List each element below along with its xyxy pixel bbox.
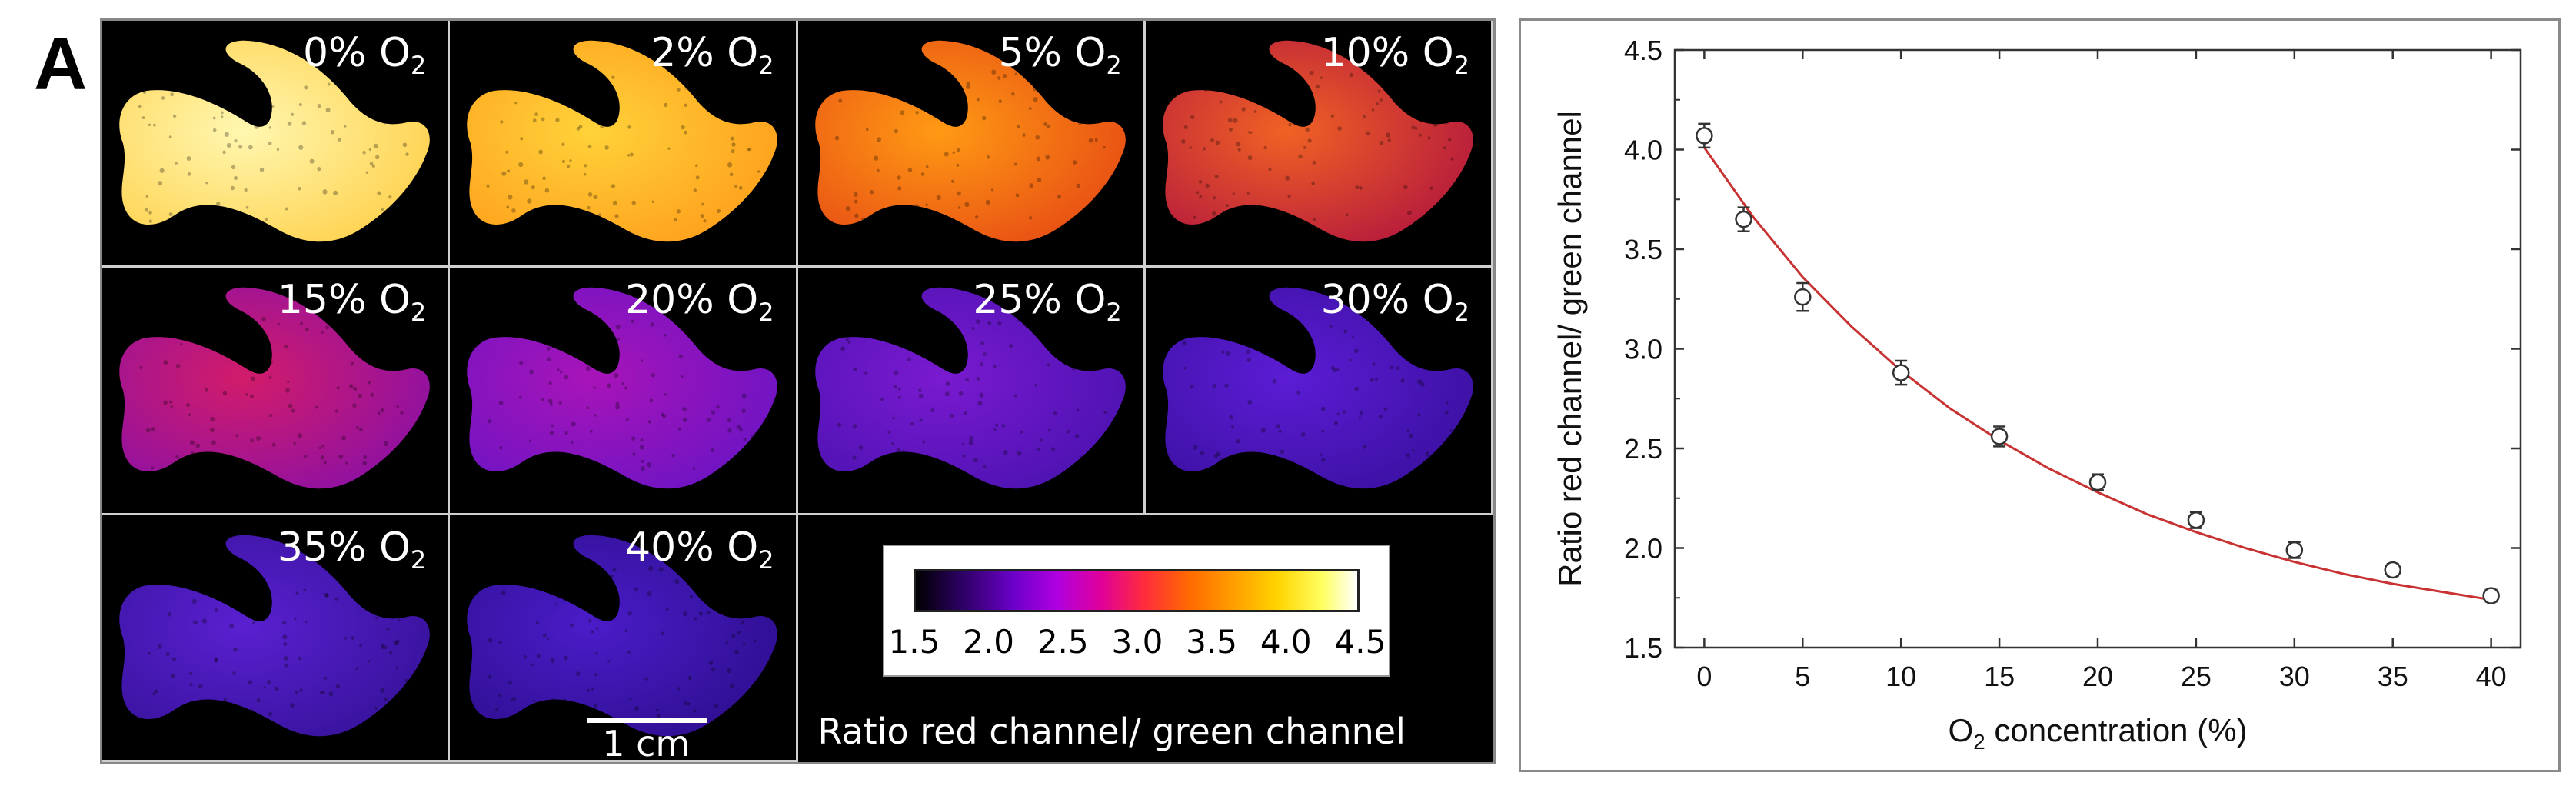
oxygen-tile: 10% O2 [1145, 21, 1493, 268]
y-tick-label: 2.0 [1624, 533, 1662, 565]
coral-image [467, 288, 778, 489]
x-tick-label: 30 [2279, 661, 2310, 692]
coral-shape [467, 535, 778, 736]
data-point [1735, 210, 1752, 228]
coral-shape [119, 535, 430, 736]
y-tick-label: 3.5 [1624, 234, 1662, 265]
oxygen-tile: 15% O2 [102, 268, 451, 515]
panel-b-chart: 1.5 2.0 2.5 3.0 3.5 4.0 4.5 0 5 10 15 20 25 30 35 40 O2 … [1519, 18, 2561, 772]
panel-a-letter: A [34, 23, 88, 105]
colorbar-tick-label: 3.5 [1186, 622, 1237, 661]
x-tick-label: 10 [1885, 661, 1916, 692]
data-point [2088, 473, 2107, 491]
coral-image [467, 40, 778, 242]
data-point [2384, 561, 2401, 579]
colorbar-gradient [913, 568, 1360, 612]
x-tick-label: 15 [1984, 661, 2015, 692]
coral-shape [467, 40, 778, 242]
x-tick-label: 40 [2476, 661, 2507, 692]
coral-shape [119, 40, 430, 242]
y-axis-label: Ratio red channel/ green channel [1552, 111, 1588, 587]
x-tick-label: 5 [1795, 661, 1810, 692]
coral-shape [814, 40, 1126, 242]
coral-image [467, 535, 778, 736]
y-tick-label: 3.0 [1624, 334, 1662, 365]
fit-curve [1703, 147, 2491, 601]
colorbar-legend: 1.5 2.0 2.5 3.0 3.5 4.0 4.5 [882, 544, 1390, 677]
oxygen-tile: 30% O2 [1145, 268, 1493, 515]
coral-shape [119, 288, 430, 489]
coral-shape [814, 288, 1126, 489]
data-point [1990, 428, 2009, 445]
oxygen-tile: 35% O2 [102, 515, 451, 762]
colorbar-tick-label: 4.5 [1334, 622, 1386, 661]
colorbar-tick-label: 2.5 [1037, 622, 1089, 661]
panel-a-image-grid: 0% O2 2% O2 5% O2 10% O2 15% O2 20% O2 25% O2 3… [100, 18, 1496, 764]
data-point [2285, 541, 2304, 559]
scale-bar-label: 1 cm [602, 722, 691, 764]
oxygen-tile: 2% O2 [450, 21, 798, 268]
oxygen-tile: 20% O2 [450, 268, 798, 515]
coral-image [119, 535, 430, 736]
oxygen-tile-label: 5% O2 [998, 30, 1122, 80]
oxygen-tile-label: 10% O2 [1320, 30, 1469, 80]
data-point [1696, 127, 1713, 145]
y-tick-label: 4.5 [1624, 35, 1662, 66]
coral-image [119, 40, 430, 242]
y-tick-label: 2.5 [1624, 433, 1662, 465]
oxygen-tile-label: 30% O2 [1320, 277, 1469, 328]
oxygen-tile: 25% O2 [797, 268, 1146, 515]
data-point [1892, 364, 1910, 381]
coral-image [1163, 288, 1473, 489]
colorbar-tick-label: 4.0 [1260, 622, 1312, 661]
coral-image [814, 40, 1126, 242]
oxygen-tile-label: 25% O2 [973, 277, 1122, 328]
x-tick-label: 35 [2378, 661, 2408, 692]
data-point [1794, 288, 1812, 306]
oxygen-tile: 5% O2 [797, 21, 1146, 268]
x-tick-label: 25 [2181, 661, 2212, 692]
coral-image [1163, 40, 1473, 242]
oxygen-tile-label: 0% O2 [302, 30, 427, 80]
colorbar-tick-label: 1.5 [888, 622, 940, 661]
scale-bar [587, 718, 707, 723]
data-point [2482, 587, 2500, 604]
colorbar-tick-label: 3.0 [1111, 622, 1163, 661]
oxygen-tile-label: 2% O2 [651, 30, 774, 80]
plot-frame [1673, 48, 2522, 649]
coral-shape [467, 288, 778, 489]
oxygen-tile-label: 15% O2 [277, 277, 427, 328]
x-tick-label: 20 [2082, 661, 2113, 692]
oxygen-tile-label: 20% O2 [625, 277, 774, 328]
coral-image [814, 288, 1126, 489]
coral-shape [1163, 40, 1473, 242]
oxygen-tile: 0% O2 [102, 21, 451, 268]
coral-shape [1163, 288, 1473, 489]
data-point [2187, 511, 2205, 529]
colorbar-caption: Ratio red channel/ green channel [817, 710, 1406, 752]
colorbar-tick-label: 2.0 [963, 622, 1014, 661]
y-tick-label: 1.5 [1624, 632, 1662, 664]
oxygen-tile-label: 35% O2 [277, 524, 427, 575]
x-axis-label: O2 concentration (%) [1948, 712, 2247, 754]
y-tick-label: 4.0 [1624, 135, 1662, 166]
x-tick-label: 0 [1696, 661, 1712, 692]
ratio-vs-oxygen-chart: 1.5 2.0 2.5 3.0 3.5 4.0 4.5 0 5 10 15 20 25 30 35 40 O2 … [1552, 35, 2522, 754]
coral-image [119, 288, 430, 489]
oxygen-tile-label: 40% O2 [625, 524, 774, 575]
